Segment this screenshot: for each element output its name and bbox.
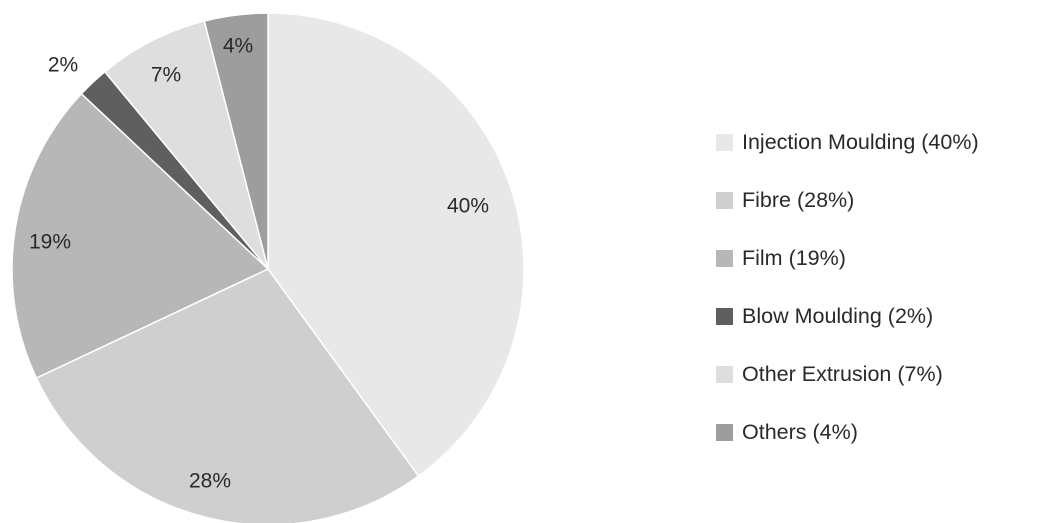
legend-item-others: Others (4%) <box>716 403 979 461</box>
legend-label: Injection Moulding (40%) <box>742 129 979 154</box>
pie-slice-labels: 40% 28% 19% 2% 7% 4% <box>29 35 489 493</box>
legend-swatch <box>716 423 733 441</box>
legend-swatch <box>716 249 733 267</box>
slice-label-other-extrusion: 7% <box>151 64 181 87</box>
legend-label: Blow Moulding (2%) <box>742 303 934 328</box>
pie-slice-fibre <box>35 268 420 523</box>
legend-item-blow-moulding: Blow Moulding (2%) <box>716 287 979 345</box>
legend-swatch <box>716 365 733 383</box>
legend-item-fibre: Fibre (28%) <box>716 171 979 229</box>
legend-label: Others (4%) <box>742 419 858 444</box>
pie-slices <box>11 12 525 523</box>
slice-label-film: 19% <box>29 231 71 254</box>
legend-swatch <box>716 191 733 209</box>
legend-item-injection-moulding: Injection Moulding (40%) <box>716 113 979 171</box>
pie-slice-others <box>203 12 269 270</box>
slice-label-blow-moulding: 2% <box>48 54 78 77</box>
slice-label-others: 4% <box>223 35 253 58</box>
legend-label: Other Extrusion (7%) <box>742 361 943 386</box>
legend: Injection Moulding (40%) Fibre (28%) Film … <box>716 113 979 461</box>
slice-label-injection-moulding: 40% <box>447 195 489 218</box>
legend-item-film: Film (19%) <box>716 229 979 287</box>
pie-slice-injection-moulding <box>267 12 525 478</box>
legend-swatch <box>716 133 733 151</box>
legend-label: Fibre (28%) <box>742 187 855 212</box>
pie-slice-other-extrusion <box>103 20 269 270</box>
pie-slice-film <box>11 92 270 379</box>
legend-swatch <box>716 307 733 325</box>
slice-label-fibre: 28% <box>189 470 231 493</box>
legend-label: Film (19%) <box>742 245 846 270</box>
legend-item-other-extrusion: Other Extrusion (7%) <box>716 345 979 403</box>
